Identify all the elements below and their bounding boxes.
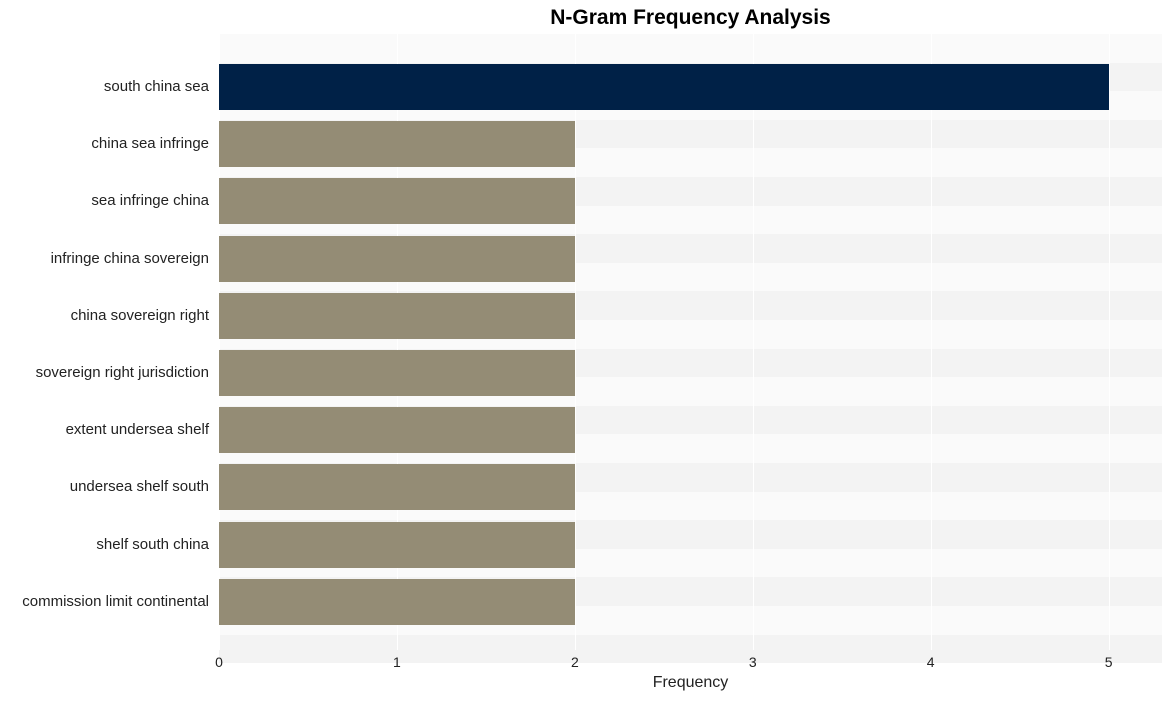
bar: [219, 522, 575, 568]
y-tick-label: infringe china sovereign: [0, 236, 209, 282]
plot-area: [219, 34, 1162, 650]
y-tick-label: extent undersea shelf: [0, 407, 209, 453]
y-tick-label: china sovereign right: [0, 293, 209, 339]
bar: [219, 293, 575, 339]
y-tick-label: china sea infringe: [0, 121, 209, 167]
x-tick-label: 3: [749, 654, 757, 670]
bar: [219, 350, 575, 396]
bar: [219, 64, 1109, 110]
bar: [219, 236, 575, 282]
bar: [219, 121, 575, 167]
bar: [219, 579, 575, 625]
y-tick-label: shelf south china: [0, 522, 209, 568]
bar: [219, 464, 575, 510]
chart-title: N-Gram Frequency Analysis: [0, 6, 1162, 30]
ngram-chart: N-Gram Frequency Analysis Frequency sout…: [0, 0, 1162, 701]
y-tick-label: undersea shelf south: [0, 464, 209, 510]
x-axis-label: Frequency: [0, 674, 1162, 692]
y-tick-label: commission limit continental: [0, 579, 209, 625]
bar: [219, 407, 575, 453]
gridline: [753, 34, 754, 650]
x-tick-label: 2: [571, 654, 579, 670]
y-tick-label: sea infringe china: [0, 178, 209, 224]
y-tick-label: south china sea: [0, 64, 209, 110]
gridline: [1109, 34, 1110, 650]
plot-band: [219, 635, 1162, 664]
y-tick-label: sovereign right jurisdiction: [0, 350, 209, 396]
x-tick-label: 0: [215, 654, 223, 670]
x-tick-label: 1: [393, 654, 401, 670]
bar: [219, 178, 575, 224]
gridline: [931, 34, 932, 650]
gridline: [575, 34, 576, 650]
x-tick-label: 5: [1105, 654, 1113, 670]
x-tick-label: 4: [927, 654, 935, 670]
